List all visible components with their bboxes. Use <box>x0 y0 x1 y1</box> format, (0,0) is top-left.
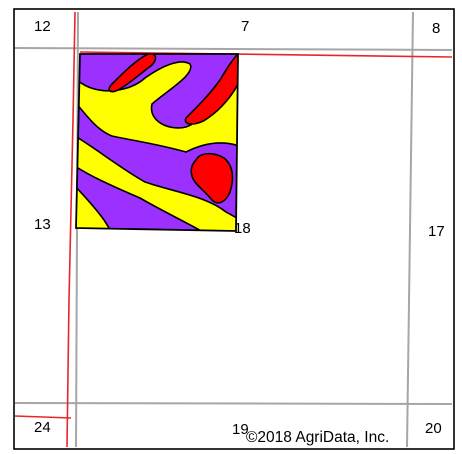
section-label-12: 12 <box>34 18 51 35</box>
section-line-bottom <box>14 402 453 405</box>
section-label-13: 13 <box>34 216 51 233</box>
boundary-lines <box>14 11 453 448</box>
boundary-line-top <box>79 51 453 58</box>
section-label-20: 20 <box>425 420 442 437</box>
soil-zone-red-top <box>108 54 157 93</box>
soil-zone-yellow-lower <box>76 134 238 231</box>
section-label-8: 8 <box>432 20 440 37</box>
section-labels: 12 7 8 13 18 17 24 19 20 <box>34 18 445 438</box>
section-label-17: 17 <box>428 223 445 240</box>
soil-zone-red-strip <box>184 54 238 125</box>
section-label-18: 18 <box>234 220 251 237</box>
section-line-top <box>14 47 453 51</box>
soil-field <box>76 54 238 231</box>
section-label-24: 24 <box>34 419 51 436</box>
soil-zone-yellow-upper <box>76 61 238 153</box>
section-label-7: 7 <box>241 18 249 35</box>
soil-zone-yellow-corner <box>76 185 116 231</box>
section-line-right <box>406 11 414 448</box>
boundary-line-bottom-left <box>14 415 72 419</box>
copyright-text: ©2018 AgriData, Inc. <box>246 429 389 446</box>
boundary-line-vertical <box>66 11 76 448</box>
section-label-19: 19 <box>232 421 249 438</box>
map-border <box>13 8 455 450</box>
section-lines <box>14 11 453 448</box>
soil-zone-red-blob <box>190 152 234 204</box>
field-outline <box>75 53 239 232</box>
section-line-left <box>75 11 79 448</box>
